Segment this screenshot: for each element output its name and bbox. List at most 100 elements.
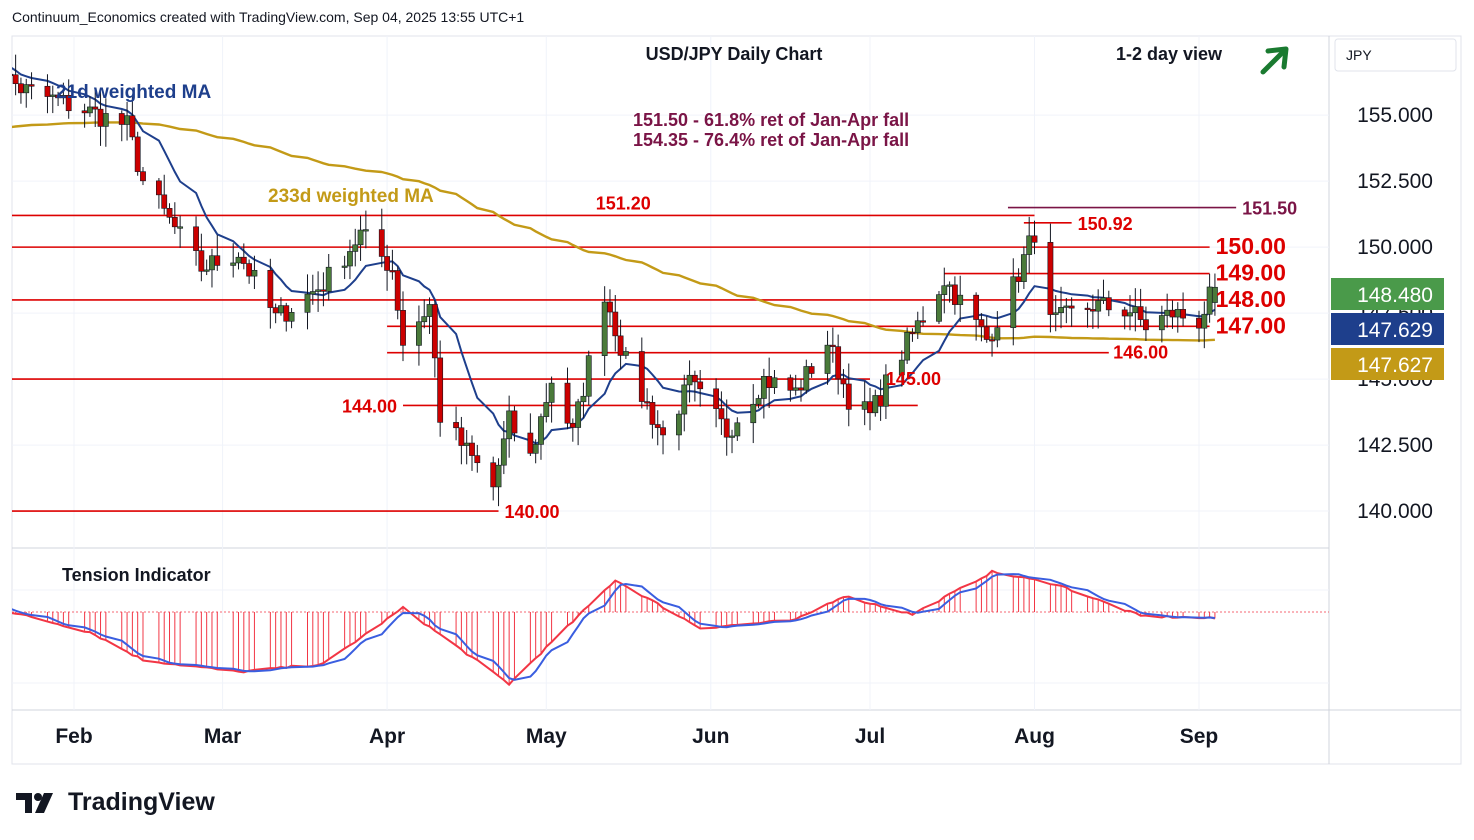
candle — [840, 369, 847, 398]
candle-body — [840, 378, 847, 385]
time-axis[interactable]: Feb Mar Apr May Jun Jul Aug Sep — [55, 725, 1218, 748]
chart-title: USD/JPY Daily Chart — [646, 44, 823, 64]
candle-body — [97, 108, 104, 127]
candle-body — [267, 270, 274, 308]
candle — [198, 233, 205, 282]
candle — [538, 413, 544, 460]
candle-body — [1010, 276, 1017, 328]
candle — [914, 311, 921, 340]
candle — [495, 458, 502, 507]
candle — [792, 374, 799, 396]
candle — [691, 370, 698, 402]
level-label: 150.92 — [1078, 214, 1133, 234]
candle — [469, 435, 475, 471]
candle-body — [437, 357, 444, 423]
candle-body — [766, 376, 773, 388]
candle — [177, 215, 184, 248]
candle — [564, 367, 571, 430]
candle-body — [124, 115, 130, 125]
candle — [607, 289, 613, 326]
candle — [124, 101, 130, 141]
brand[interactable]: TradingView — [16, 788, 215, 817]
candle — [1100, 279, 1107, 304]
candle-body — [92, 106, 99, 110]
candle-body — [315, 289, 322, 292]
candle — [766, 357, 773, 408]
candle-body — [1121, 309, 1128, 317]
candle-body — [198, 250, 205, 272]
candle-body — [867, 401, 873, 414]
candle-body — [973, 294, 980, 320]
candle — [1084, 302, 1091, 328]
candle — [676, 410, 682, 451]
candle-body — [389, 270, 396, 273]
candle — [490, 456, 497, 501]
candle — [798, 379, 804, 402]
candle-body — [81, 110, 88, 114]
candle-body — [909, 332, 916, 335]
candle — [193, 216, 199, 266]
candle — [1206, 273, 1213, 323]
candle — [580, 382, 587, 419]
candle-body — [920, 320, 926, 323]
x-tick-label: Mar — [204, 725, 241, 748]
candle — [585, 350, 592, 406]
candle — [134, 131, 141, 176]
candle-body — [580, 395, 587, 403]
candle-body — [1127, 312, 1133, 317]
candle — [983, 316, 990, 343]
candle — [315, 271, 322, 312]
candle-body — [1137, 306, 1144, 320]
candle-body — [1063, 305, 1070, 308]
candle-body — [156, 180, 162, 196]
candle-body — [495, 464, 502, 488]
candle-body — [607, 301, 613, 313]
candle-body — [994, 327, 1001, 341]
candle-body — [989, 339, 995, 342]
candle — [920, 306, 926, 327]
candle — [65, 79, 72, 119]
candle-body — [729, 435, 735, 438]
candle — [686, 360, 693, 403]
x-tick-label: Jul — [855, 725, 885, 748]
candle — [644, 388, 651, 410]
candle-body — [543, 402, 550, 417]
candle-body — [617, 335, 624, 356]
candle-body — [1047, 241, 1054, 315]
candle — [1127, 295, 1133, 331]
candle-body — [325, 266, 332, 292]
candle-body — [872, 395, 879, 414]
candle-body — [978, 319, 985, 328]
candle — [18, 77, 24, 104]
tension-indicator-label: Tension Indicator — [62, 565, 211, 585]
level-label: 146.00 — [1113, 343, 1168, 363]
candle-body — [309, 291, 316, 295]
candle-body — [161, 194, 168, 209]
candle — [166, 203, 173, 224]
candle — [1143, 306, 1149, 341]
currency-label: JPY — [1346, 47, 1372, 63]
candle — [474, 444, 481, 473]
candle — [845, 363, 852, 427]
candle — [267, 258, 274, 329]
y-tick-label: 155.000 — [1357, 104, 1433, 127]
candle — [235, 252, 242, 270]
candle — [463, 430, 470, 465]
candle — [309, 274, 316, 305]
candle — [49, 85, 56, 114]
candle — [102, 98, 109, 147]
candle-body — [622, 351, 629, 356]
candle — [548, 376, 555, 423]
candle — [288, 308, 295, 329]
candle — [1047, 223, 1054, 333]
candle-body — [394, 270, 401, 311]
currency-box[interactable] — [1334, 38, 1457, 72]
candle-body — [983, 326, 990, 340]
candle-body — [957, 294, 964, 305]
candle — [861, 381, 868, 426]
candle-body — [12, 73, 14, 77]
candle — [251, 255, 258, 290]
candle-body — [1174, 309, 1181, 318]
candle — [416, 305, 422, 366]
candle-body — [1180, 309, 1186, 319]
